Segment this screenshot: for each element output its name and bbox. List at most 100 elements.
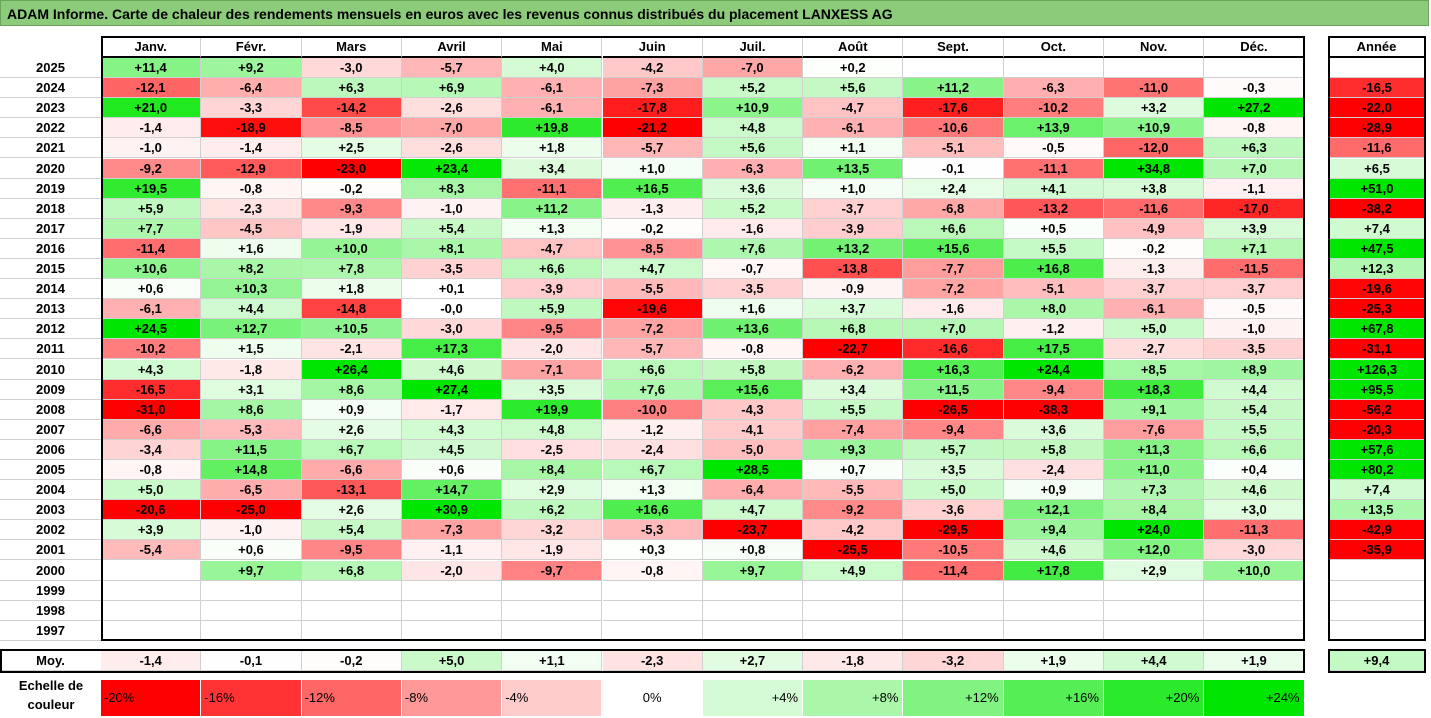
- heatmap-cell: +17,3: [401, 339, 503, 360]
- heatmap-cell: +3,6: [1003, 419, 1104, 440]
- heatmap-cell: -3,9: [803, 218, 904, 239]
- heatmap-cell: +13,5: [803, 158, 904, 179]
- year-label: 2013: [0, 299, 101, 320]
- heatmap-cell: +11,5: [201, 439, 302, 460]
- heatmap-cell: -1,4: [101, 118, 202, 139]
- color-scale-swatch: +12%: [903, 680, 1004, 716]
- heatmap-cell: [1204, 58, 1305, 79]
- heatmap-cell: +5,8: [702, 359, 804, 380]
- heatmap-cell: -5,5: [602, 279, 703, 300]
- heatmap-cell: +14,8: [201, 460, 302, 481]
- heatmap-cell: -5,3: [602, 520, 703, 541]
- heatmap-cell: +13,9: [1003, 118, 1104, 139]
- heatmap-cell: +18,3: [1104, 379, 1205, 400]
- heatmap-cell: [903, 600, 1004, 621]
- heatmap-cell: +5,5: [803, 399, 904, 420]
- heatmap-cell: +9,3: [803, 439, 904, 460]
- heatmap-cell: -4,3: [702, 399, 804, 420]
- year-label: 2016: [0, 238, 101, 259]
- heatmap-cell: +10,6: [101, 259, 202, 280]
- heatmap-cell: +0,3: [602, 540, 703, 561]
- year-label: 2021: [0, 138, 101, 159]
- annual-cell: +7,4: [1328, 218, 1426, 239]
- heatmap-cell: -7,0: [702, 58, 804, 79]
- heatmap-cell: +23,4: [401, 158, 503, 179]
- heatmap-cell: [502, 600, 603, 621]
- annual-cell: -16,5: [1328, 78, 1426, 99]
- heatmap-cell: -11,0: [1104, 78, 1205, 99]
- heatmap-cell: -5,0: [702, 439, 804, 460]
- heatmap-cell: +4,7: [602, 259, 703, 280]
- heatmap-cell: [201, 620, 302, 641]
- heatmap-cell: [702, 600, 804, 621]
- heatmap-cell: -1,4: [201, 138, 302, 159]
- heatmap-cell: +19,5: [101, 178, 202, 199]
- heatmap-cell: -4,2: [602, 58, 703, 79]
- heatmap-cell: -1,1: [401, 540, 503, 561]
- heatmap-cell: +0,2: [803, 58, 904, 79]
- month-header: Déc.: [1204, 36, 1305, 58]
- month-header: Août: [803, 36, 904, 58]
- heatmap-cell: +16,8: [1003, 259, 1104, 280]
- heatmap-cell: +5,0: [1104, 319, 1205, 340]
- heatmap-cell: -10,0: [602, 399, 703, 420]
- heatmap-cell: -18,9: [201, 118, 302, 139]
- heatmap-cell: -25,0: [201, 500, 302, 521]
- annual-cell: [1328, 58, 1426, 79]
- heatmap-cell: -6,4: [201, 78, 302, 99]
- annual-cell: +67,8: [1328, 319, 1426, 340]
- year-label: 2001: [0, 540, 101, 561]
- year-label: 2009: [0, 379, 101, 400]
- heatmap-cell: -5,1: [903, 138, 1004, 159]
- heatmap-cell: -13,1: [301, 480, 402, 501]
- average-cell: +1,9: [1003, 650, 1104, 671]
- heatmap-cell: +6,8: [803, 319, 904, 340]
- month-header: Oct.: [1003, 36, 1104, 58]
- heatmap-cell: +1,8: [301, 279, 402, 300]
- heatmap-cell: -7,1: [502, 359, 603, 380]
- heatmap-cell: -11,1: [502, 178, 603, 199]
- heatmap-cell: +9,4: [1003, 520, 1104, 541]
- annual-cell: [1328, 580, 1426, 601]
- heatmap-cell: -9,4: [1003, 379, 1104, 400]
- heatmap-cell: -5,1: [1003, 279, 1104, 300]
- heatmap-cell: -6,4: [702, 480, 804, 501]
- heatmap-cell: [101, 580, 202, 601]
- heatmap-cell: +4,8: [502, 419, 603, 440]
- heatmap-cell: +8,3: [401, 178, 503, 199]
- heatmap-cell: -5,7: [602, 339, 703, 360]
- heatmap-cell: -1,6: [903, 299, 1004, 320]
- heatmap-cell: -9,4: [903, 419, 1004, 440]
- year-label: 2002: [0, 520, 101, 541]
- heatmap-cell: +17,5: [1003, 339, 1104, 360]
- month-header: Mai: [502, 36, 603, 58]
- heatmap-cell: +3,4: [502, 158, 603, 179]
- heatmap-cell: +15,6: [702, 379, 804, 400]
- year-label: 2025: [0, 58, 101, 79]
- heatmap-cell: +1,0: [602, 158, 703, 179]
- heatmap-cell: +3,5: [502, 379, 603, 400]
- heatmap-cell: -2,4: [1003, 460, 1104, 481]
- heatmap-cell: +2,6: [301, 419, 402, 440]
- year-label: 2007: [0, 419, 101, 440]
- heatmap-cell: +9,1: [1104, 399, 1205, 420]
- heatmap-cell: -17,6: [903, 98, 1004, 119]
- heatmap-cell: +24,4: [1003, 359, 1104, 380]
- heatmap-cell: +10,5: [301, 319, 402, 340]
- heatmap-cell: [201, 600, 302, 621]
- heatmap-cell: -2,6: [401, 98, 503, 119]
- heatmap-cell: -0,8: [101, 460, 202, 481]
- heatmap-cell: +10,9: [702, 98, 804, 119]
- month-header: Nov.: [1104, 36, 1205, 58]
- heatmap-cell: -4,1: [702, 419, 804, 440]
- heatmap-cell: +4,7: [702, 500, 804, 521]
- heatmap-cell: +3,9: [1204, 218, 1305, 239]
- heatmap-cell: +6,6: [602, 359, 703, 380]
- heatmap-cell: +0,1: [401, 279, 503, 300]
- heatmap-cell: -6,3: [702, 158, 804, 179]
- annual-cell: -56,2: [1328, 399, 1426, 420]
- heatmap-cell: -5,5: [803, 480, 904, 501]
- heatmap-cell: +34,8: [1104, 158, 1205, 179]
- average-cell: +2,7: [702, 650, 804, 671]
- annual-cell: -42,9: [1328, 520, 1426, 541]
